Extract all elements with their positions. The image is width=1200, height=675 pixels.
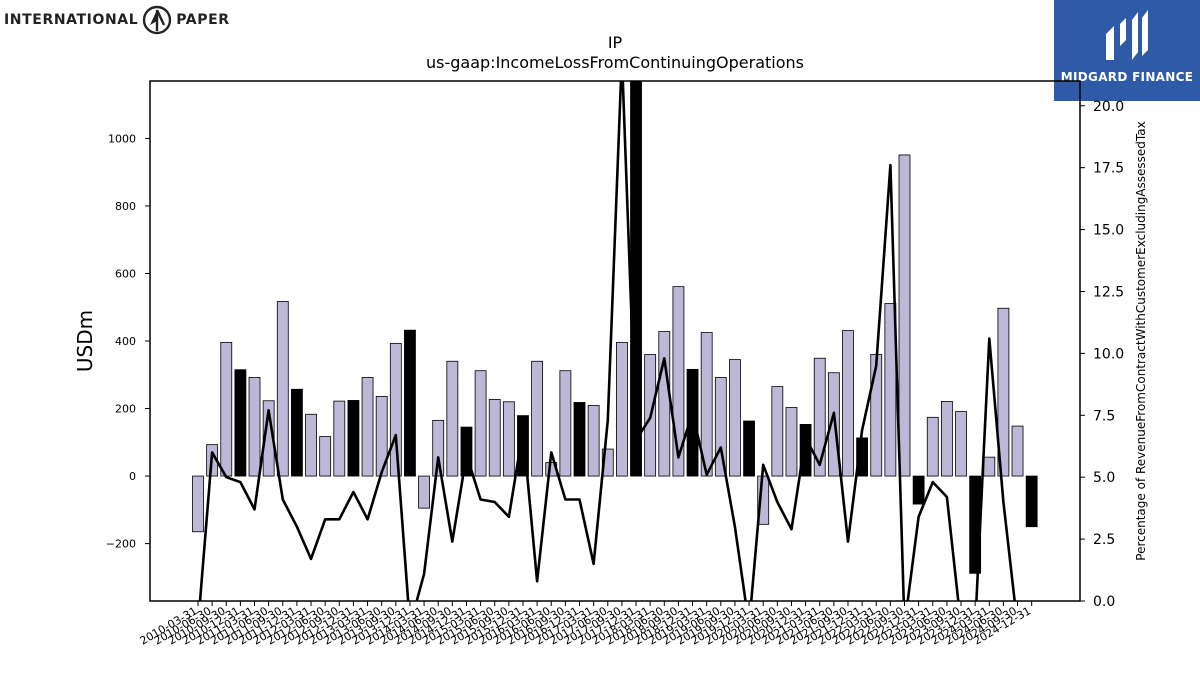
chart-title: IP <box>608 33 623 52</box>
midgard-finance-logo: MIDGARD FINANCE <box>1054 0 1200 101</box>
bar <box>912 475 925 505</box>
bar <box>502 401 515 477</box>
bar <box>234 369 247 477</box>
bar <box>658 331 671 477</box>
x-axis-ticks: 2010-03-312010-06-302010-09-302010-12-31… <box>138 601 1033 648</box>
ratio-line <box>198 81 1016 601</box>
bar <box>672 286 685 477</box>
bar <box>559 370 572 477</box>
brand-name-part2: PAPER <box>176 12 230 28</box>
bar <box>601 448 614 477</box>
bar <box>785 407 798 477</box>
y2-axis-label: Percentage of RevenueFromContractWithCus… <box>1134 121 1148 560</box>
y-tick-label: 0 <box>129 470 136 483</box>
y-tick-label: 400 <box>115 335 136 348</box>
bar <box>347 400 360 477</box>
bar <box>333 400 346 477</box>
midgard-brand-name: MIDGARD FINANCE <box>1060 70 1194 84</box>
bar <box>220 341 233 477</box>
y-tick-label: 200 <box>115 403 136 416</box>
bar <box>842 330 854 477</box>
bar <box>813 357 826 477</box>
bar <box>432 419 445 477</box>
y-axis-ticks: −200 0 200 400 600 800 1000 <box>106 132 150 551</box>
bar <box>418 475 430 509</box>
bar <box>389 342 402 477</box>
international-paper-emblem-icon <box>143 5 172 35</box>
bar <box>940 401 953 477</box>
bar <box>192 475 204 533</box>
chart-subtitle: us-gaap:IncomeLossFromContinuingOperatio… <box>426 53 804 72</box>
bar <box>870 354 883 477</box>
bar <box>997 307 1010 477</box>
bar <box>1025 475 1038 528</box>
bar <box>460 426 473 477</box>
y2-tick-label: 5.0 <box>1093 470 1115 486</box>
bar <box>955 411 967 477</box>
y2-axis-ticks: 0.0 2.5 5.0 7.5 10.0 12.5 15.0 17.5 20.0 <box>1080 99 1124 610</box>
bar <box>291 388 303 477</box>
y2-tick-label: 15.0 <box>1093 223 1124 239</box>
y-axis-label: USDm <box>73 310 97 372</box>
midgard-emblem-icon <box>1106 10 1148 60</box>
bar <box>488 399 501 477</box>
international-paper-logo: INTERNATIONAL PAPER <box>4 4 230 36</box>
y2-tick-label: 7.5 <box>1093 408 1115 424</box>
bar <box>686 368 699 477</box>
bar <box>729 359 741 477</box>
bar <box>1011 425 1024 477</box>
y-tick-label: 800 <box>115 200 136 213</box>
bar <box>771 386 784 477</box>
y2-tick-label: 0.0 <box>1093 594 1115 610</box>
plot-frame <box>149 80 1081 602</box>
bar <box>827 372 840 477</box>
y-tick-label: 600 <box>115 267 136 280</box>
bar <box>446 360 459 477</box>
y2-tick-label: 17.5 <box>1093 161 1124 177</box>
brand-name-part1: INTERNATIONAL <box>4 12 139 28</box>
bar <box>531 360 544 477</box>
bar <box>714 377 727 477</box>
bar <box>743 420 755 477</box>
bar <box>276 301 289 477</box>
bar <box>404 329 416 477</box>
bar <box>926 416 939 477</box>
bar <box>983 456 996 477</box>
bar <box>898 154 911 477</box>
bar <box>573 402 586 477</box>
bar <box>361 377 374 477</box>
bars-layer <box>192 80 1038 574</box>
bar <box>305 413 317 477</box>
bar <box>474 370 487 477</box>
ratio-line-layer <box>198 81 1016 601</box>
y-tick-label: −200 <box>106 538 136 551</box>
bar <box>319 436 332 477</box>
bar <box>587 405 600 477</box>
bar <box>616 341 628 477</box>
bar <box>884 303 897 477</box>
bar <box>248 377 261 477</box>
y2-tick-label: 10.0 <box>1093 346 1124 362</box>
bar <box>700 332 713 477</box>
y2-tick-label: 12.5 <box>1093 284 1124 300</box>
y2-tick-label: 2.5 <box>1093 532 1115 548</box>
y-tick-label: 1000 <box>108 132 136 145</box>
bar <box>517 415 529 477</box>
y2-tick-label: 20.0 <box>1093 99 1124 115</box>
